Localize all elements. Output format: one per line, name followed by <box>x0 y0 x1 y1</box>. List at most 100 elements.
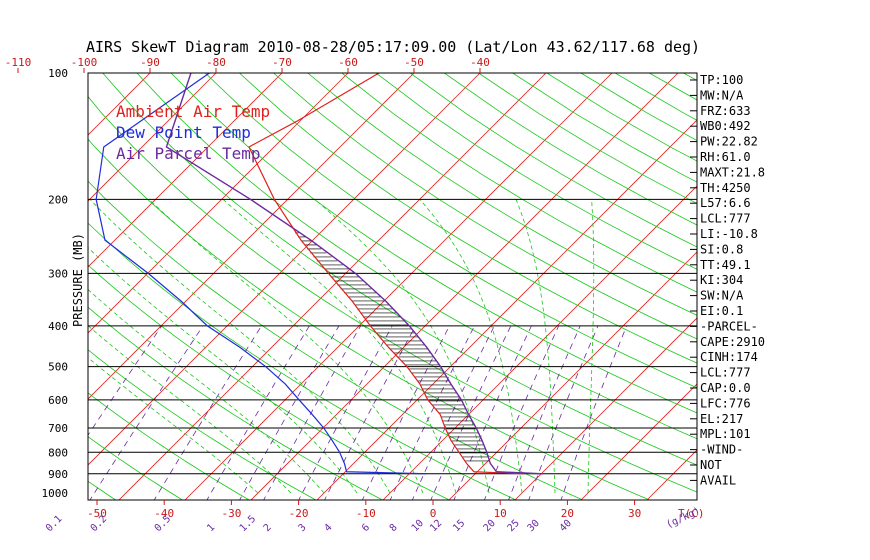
isotherm-line <box>250 73 679 500</box>
mixing-ratio-label: 8 <box>388 522 400 534</box>
dry-adiabat-line <box>307 73 697 316</box>
moist-adiabat-line <box>314 199 490 494</box>
index-entry: NOT <box>700 458 722 472</box>
isotherm-line <box>88 73 349 334</box>
mixing-ratio-line <box>389 325 475 500</box>
moist-adiabat-line <box>587 199 595 494</box>
dry-adiabat-line <box>204 73 697 389</box>
dry-adiabat-line <box>88 180 584 500</box>
index-entry: TP:100 <box>700 73 743 87</box>
isotherm-line <box>88 73 217 202</box>
mixing-ratio-line <box>430 325 512 500</box>
mixing-ratio-label: 3 <box>297 522 309 534</box>
profile-series <box>95 73 544 475</box>
top-temp-tick-label: -40 <box>470 56 490 69</box>
legend-dew-point-temp: Dew Point Temp <box>116 123 251 142</box>
legend: Ambient Air Temp Dew Point Temp Air Parc… <box>116 102 270 163</box>
moist-adiabat-line <box>88 357 259 494</box>
isotherm-line <box>514 317 697 500</box>
dry-adiabat-line <box>409 73 697 248</box>
bottom-temp-tick-label: 30 <box>628 507 641 520</box>
moist-adiabat-line <box>88 288 325 494</box>
bottom-temp-tick-label: -10 <box>356 507 376 520</box>
index-entry: CAP:0.0 <box>700 381 751 395</box>
dry-adiabat-line <box>88 306 384 500</box>
dry-adiabat-line <box>102 73 697 466</box>
moist-adiabat-line <box>148 199 424 494</box>
pressure-tick-label: 800 <box>48 446 68 459</box>
top-temp-tick-label: -70 <box>272 56 292 69</box>
top-temp-tick-label: -60 <box>338 56 358 69</box>
index-entry: LCL:777 <box>700 366 751 380</box>
top-temp-tick-label: -110 <box>5 56 32 69</box>
legend-ambient-air-temp: Ambient Air Temp <box>116 102 270 121</box>
mixing-ratio-label: 10 <box>410 518 426 534</box>
index-entry: LI:-10.8 <box>700 227 758 241</box>
index-entry: SW:N/A <box>700 289 744 303</box>
index-entry: FRZ:633 <box>700 104 751 118</box>
moist-adiabat-line <box>89 199 391 494</box>
mixing-ratio-label: 12 <box>428 518 444 534</box>
mixing-ratio-line <box>263 325 361 500</box>
mixing-ratio-label: 2 <box>262 522 274 534</box>
index-entry: CINH:174 <box>700 350 758 364</box>
top-temp-tick-label: -80 <box>206 56 226 69</box>
dry-adiabat-line <box>88 480 117 500</box>
bottom-temp-tick-label: -40 <box>154 507 174 520</box>
mixing-ratio-label: 25 <box>506 518 522 534</box>
isotherm-line <box>448 251 697 500</box>
pressure-tick-label: 100 <box>48 67 68 80</box>
dry-adiabat-line <box>88 95 697 493</box>
dry-adiabat-line <box>88 392 250 500</box>
mixing-ratio-line <box>206 325 310 500</box>
cape-shading <box>295 232 490 462</box>
isotherm-line <box>88 73 415 400</box>
bottom-temp-tick-label: 10 <box>494 507 507 520</box>
index-entry: EL:217 <box>700 412 743 426</box>
bottom-temp-tick-label: -50 <box>87 507 107 520</box>
pressure-tick-label: 600 <box>48 394 68 407</box>
mixing-ratio-line <box>298 325 393 500</box>
index-entry: RH:61.0 <box>700 150 751 164</box>
index-entry: PW:22.82 <box>700 135 758 149</box>
pressure-tick-label: 1000 <box>42 487 69 500</box>
mixing-ratio-label: 40 <box>558 518 574 534</box>
pressure-tick-label: 900 <box>48 468 68 481</box>
mixing-ratio-line <box>361 325 450 500</box>
bottom-temp-tick-label: 0 <box>430 507 437 520</box>
dry-adiabat-line <box>478 73 697 204</box>
index-entry: EI:0.1 <box>700 304 743 318</box>
isotherm-line <box>88 73 481 466</box>
y-axis-label: PRESSURE (MB) <box>71 233 85 327</box>
mixing-ratio-line <box>324 325 416 500</box>
isotherm-line <box>184 73 613 500</box>
mixing-ratio-label: 4 <box>322 522 334 534</box>
index-entry: MW:N/A <box>700 88 744 102</box>
isotherm-line <box>580 383 697 500</box>
dry-adiabat-line <box>341 73 697 293</box>
plot-frame <box>87 72 698 501</box>
air-parcel-temp-profile <box>165 73 544 475</box>
dry-adiabat-line <box>88 138 651 500</box>
pressure-tick-label: 200 <box>48 193 68 206</box>
dry-adiabat-line <box>239 73 697 364</box>
index-entry: TH:4250 <box>700 181 751 195</box>
bottom-temp-tick-label: -30 <box>221 507 241 520</box>
pressure-lines <box>88 198 697 475</box>
index-entry: MPL:101 <box>700 427 751 441</box>
mixing-ratio-label: 30 <box>526 518 542 534</box>
chart-title: AIRS SkewT Diagram 2010-08-28/05:17:09.0… <box>86 38 700 56</box>
dry-adiabat-line <box>375 73 697 270</box>
mixing-ratio-label: 20 <box>482 518 498 534</box>
mixing-ratio-line <box>483 325 560 500</box>
index-entry: LCL:777 <box>700 212 751 226</box>
dry-adiabat-line <box>444 73 697 226</box>
pressure-tick-label: 400 <box>48 320 68 333</box>
ambient-air-temp-profile <box>248 73 525 475</box>
dry-adiabat-line <box>88 436 184 500</box>
mixing-ratio-line <box>453 325 532 500</box>
mixing-ratio-label: 15 <box>451 518 467 534</box>
mixing-ratio-label: 1 <box>205 522 217 534</box>
index-entry: WB0:492 <box>700 119 751 133</box>
